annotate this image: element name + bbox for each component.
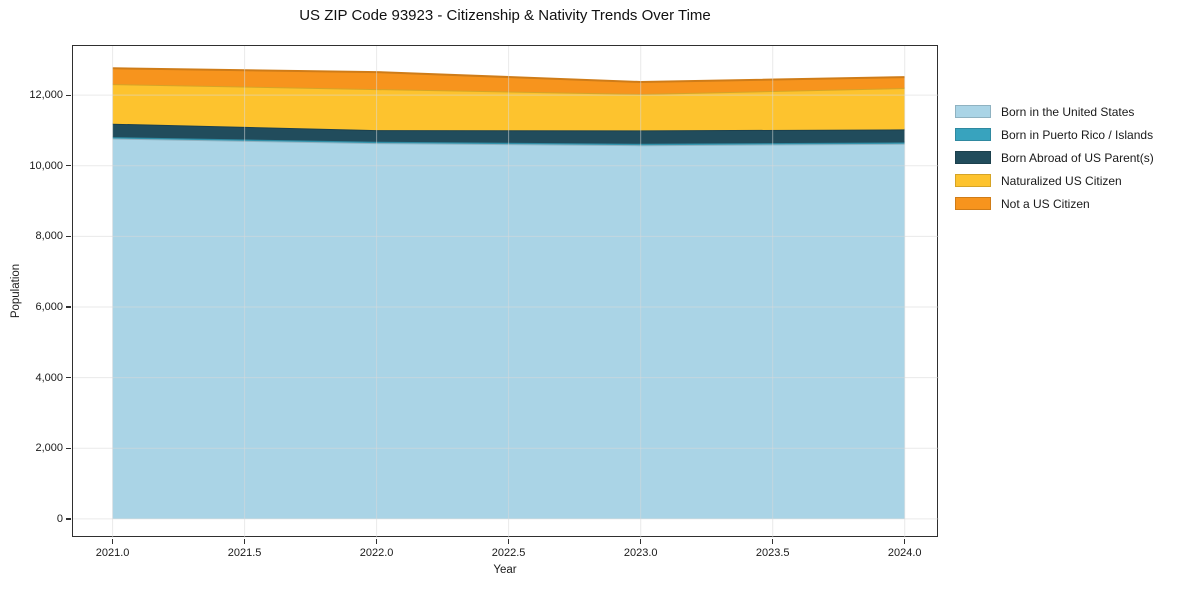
plot-area: 0 2,000 4,000 6,000 8,000 10,000 12,000 2021.0 2… <box>29 45 939 559</box>
y-tick-label: 0 <box>56 512 63 525</box>
x-axis-label: Year <box>493 564 517 576</box>
x-tick-mark <box>640 539 642 544</box>
x-tick-label: 2021.0 <box>95 547 130 559</box>
legend-item-born-abroad-of-us-parent-s: Born Abroad of US Parent(s) <box>955 146 1154 169</box>
x-tick-mark <box>508 539 510 544</box>
legend-item-not-a-us-citizen: Not a US Citizen <box>955 192 1154 215</box>
x-tick-mark <box>772 539 774 544</box>
y-tick-mark <box>66 235 71 238</box>
legend-swatch-icon <box>955 128 991 141</box>
stacked-area-chart <box>73 46 939 538</box>
legend-item-born-in-puerto-rico-islands: Born in Puerto Rico / Islands <box>955 123 1154 146</box>
y-tick-label: 4,000 <box>35 371 63 384</box>
y-tick-label: 8,000 <box>35 230 63 243</box>
y-tick-mark <box>66 377 71 379</box>
x-tick-mark <box>904 539 906 544</box>
y-tick-label: 12,000 <box>29 89 63 102</box>
y-tick-label: 10,000 <box>29 159 63 172</box>
legend-label: Not a US Citizen <box>1001 196 1090 211</box>
x-tick-mark <box>244 539 246 544</box>
x-tick-mark <box>112 539 114 544</box>
legend-label: Born in Puerto Rico / Islands <box>1001 127 1154 142</box>
legend-item-born-in-the-united-states: Born in the United States <box>955 100 1154 123</box>
y-tick-label: 2,000 <box>35 442 63 455</box>
legend-swatch-icon <box>955 174 991 187</box>
y-tick-mark <box>66 518 71 520</box>
legend-swatch-icon <box>955 151 991 164</box>
x-tick-label: 2021.5 <box>227 547 262 559</box>
legend-label: Born in the United States <box>1001 104 1135 119</box>
x-tick-label: 2023.5 <box>755 547 790 559</box>
y-tick-mark <box>66 94 71 96</box>
x-tick-label: 2022.5 <box>491 547 526 559</box>
x-tick-mark <box>376 539 378 544</box>
legend-label: Naturalized US Citizen <box>1001 173 1122 188</box>
chart-title: US ZIP Code 93923 - Citizenship & Nativi… <box>299 7 711 24</box>
x-tick-label: 2022.0 <box>359 547 394 559</box>
legend-item-naturalized-us-citizen: Naturalized US Citizen <box>955 169 1154 192</box>
y-tick-mark <box>66 165 71 167</box>
legend: Born in the United States Born in Puerto … <box>955 100 1154 215</box>
legend-swatch-icon <box>955 105 991 118</box>
x-tick-label: 2023.0 <box>623 547 658 559</box>
y-tick-mark <box>66 306 71 308</box>
y-tick-mark <box>66 447 71 449</box>
legend-swatch-icon <box>955 197 991 210</box>
legend-label: Born Abroad of US Parent(s) <box>1001 150 1154 165</box>
y-tick-label: 6,000 <box>35 301 63 313</box>
x-tick-label: 2024.0 <box>887 547 922 559</box>
